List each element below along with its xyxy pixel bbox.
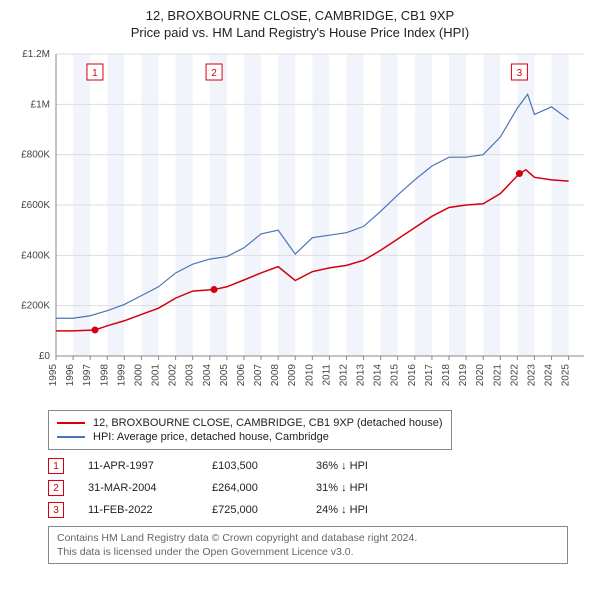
svg-text:2023: 2023	[526, 364, 537, 387]
legend-swatch	[57, 436, 85, 438]
svg-text:2004: 2004	[202, 364, 213, 387]
chart-title-main: 12, BROXBOURNE CLOSE, CAMBRIDGE, CB1 9XP	[8, 8, 592, 23]
marker-date: 11-APR-1997	[88, 460, 188, 472]
chart-legend: 12, BROXBOURNE CLOSE, CAMBRIDGE, CB1 9XP…	[48, 410, 452, 450]
svg-text:2011: 2011	[321, 364, 332, 386]
svg-text:2025: 2025	[561, 364, 572, 387]
svg-text:2019: 2019	[458, 364, 469, 387]
chart-title-block: 12, BROXBOURNE CLOSE, CAMBRIDGE, CB1 9XP…	[8, 8, 592, 40]
legend-label: HPI: Average price, detached house, Camb…	[93, 431, 329, 443]
attribution-line-2: This data is licensed under the Open Gov…	[57, 545, 559, 559]
line-chart: £0 £200K £400K £600K £800K £1M £1.2M 1995 1996 19…	[8, 46, 592, 406]
marker-table: 1 11-APR-1997 £103,500 36% ↓ HPI 2 31-MAR-200…	[48, 458, 592, 518]
svg-text:2022: 2022	[509, 364, 520, 387]
marker-pct: 36% ↓ HPI	[316, 460, 416, 472]
svg-text:2002: 2002	[168, 364, 179, 387]
marker-badge: 3	[48, 502, 64, 518]
marker-pct: 31% ↓ HPI	[316, 482, 416, 494]
marker-badge: 2	[48, 480, 64, 496]
marker-row: 3 11-FEB-2022 £725,000 24% ↓ HPI	[48, 502, 592, 518]
svg-text:2003: 2003	[185, 364, 196, 387]
marker-row: 2 31-MAR-2004 £264,000 31% ↓ HPI	[48, 480, 592, 496]
svg-text:1998: 1998	[99, 364, 110, 387]
marker-badge: 1	[48, 458, 64, 474]
svg-text:2008: 2008	[270, 364, 281, 387]
svg-text:2005: 2005	[219, 364, 230, 387]
svg-text:1: 1	[92, 68, 98, 79]
svg-text:1995: 1995	[48, 364, 59, 387]
svg-text:£0: £0	[39, 351, 51, 362]
legend-item: 12, BROXBOURNE CLOSE, CAMBRIDGE, CB1 9XP…	[57, 417, 443, 429]
svg-text:2009: 2009	[287, 364, 298, 387]
svg-text:£1.2M: £1.2M	[22, 49, 50, 60]
svg-text:£800K: £800K	[21, 150, 50, 161]
legend-label: 12, BROXBOURNE CLOSE, CAMBRIDGE, CB1 9XP…	[93, 417, 443, 429]
svg-text:3: 3	[517, 68, 523, 79]
marker-pct: 24% ↓ HPI	[316, 504, 416, 516]
svg-text:2020: 2020	[475, 364, 486, 387]
svg-text:2015: 2015	[390, 364, 401, 387]
svg-text:2007: 2007	[253, 364, 264, 387]
svg-text:2001: 2001	[151, 364, 162, 387]
marker-date: 11-FEB-2022	[88, 504, 188, 516]
svg-text:£400K: £400K	[21, 250, 50, 261]
svg-text:1999: 1999	[116, 364, 127, 387]
svg-text:2014: 2014	[373, 364, 384, 387]
svg-text:1996: 1996	[65, 364, 76, 387]
marker-row: 1 11-APR-1997 £103,500 36% ↓ HPI	[48, 458, 592, 474]
data-attribution: Contains HM Land Registry data © Crown c…	[48, 526, 568, 564]
marker-date: 31-MAR-2004	[88, 482, 188, 494]
marker-price: £725,000	[212, 504, 292, 516]
svg-text:2010: 2010	[304, 364, 315, 387]
svg-text:2017: 2017	[424, 364, 435, 387]
svg-text:2016: 2016	[407, 364, 418, 387]
svg-text:2006: 2006	[236, 364, 247, 387]
svg-text:2024: 2024	[544, 364, 555, 387]
svg-text:£200K: £200K	[21, 301, 50, 312]
svg-text:2013: 2013	[356, 364, 367, 387]
svg-text:2021: 2021	[492, 364, 503, 387]
chart-title-sub: Price paid vs. HM Land Registry's House …	[8, 25, 592, 40]
svg-text:2: 2	[211, 68, 217, 79]
marker-price: £103,500	[212, 460, 292, 472]
svg-text:£600K: £600K	[21, 200, 50, 211]
attribution-line-1: Contains HM Land Registry data © Crown c…	[57, 531, 559, 545]
legend-item: HPI: Average price, detached house, Camb…	[57, 431, 443, 443]
svg-text:2018: 2018	[441, 364, 452, 387]
legend-swatch	[57, 422, 85, 424]
svg-text:£1M: £1M	[31, 99, 50, 110]
svg-text:1997: 1997	[82, 364, 93, 387]
marker-price: £264,000	[212, 482, 292, 494]
svg-text:2012: 2012	[338, 364, 349, 387]
chart-container: £0 £200K £400K £600K £800K £1M £1.2M 1995 1996 19…	[8, 46, 592, 406]
svg-text:2000: 2000	[133, 364, 144, 387]
